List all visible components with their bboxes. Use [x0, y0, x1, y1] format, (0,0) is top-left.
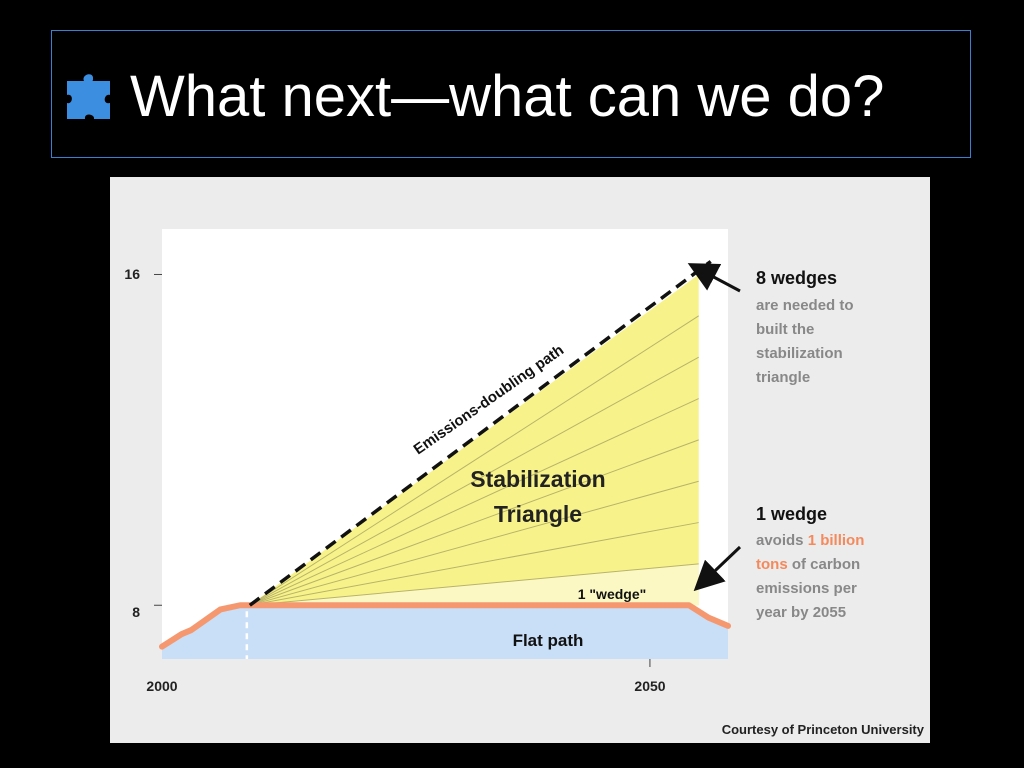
x-tick-2050: 2050	[634, 678, 665, 694]
wedge-label: 1 "wedge"	[578, 586, 647, 602]
wedge-divider-line	[249, 398, 699, 606]
flat-path-label: Flat path	[513, 631, 584, 650]
y-tick-8: 8	[132, 604, 140, 620]
flat-path-line	[159, 602, 731, 650]
annotation-8-wedges-line: built the	[756, 321, 814, 338]
flat-path-area	[162, 605, 728, 659]
annotation-1-wedge-line: emissions per	[756, 580, 857, 597]
annotation-8-wedges-heading: 8 wedges	[756, 268, 837, 288]
annotation-suffix: of carbon	[788, 556, 861, 573]
triangle-label-line2: Triangle	[494, 501, 582, 527]
chart-svg: 16 8 2000 2050 Emissions-doubling path S…	[124, 229, 864, 694]
annotation-8-wedges-line: stabilization	[756, 345, 843, 362]
annotation-1-wedge-line: year by 2055	[756, 604, 846, 621]
annotation-8-wedges-line: are needed to	[756, 297, 854, 314]
arrow-8-wedges	[687, 263, 741, 293]
triangle-label-line1: Stabilization	[470, 466, 605, 492]
stabilization-wedges-figure: 16 8 2000 2050 Emissions-doubling path S…	[110, 177, 930, 743]
emissions-doubling-line	[248, 260, 712, 607]
title-box: What next—what can we do?	[51, 30, 971, 158]
arrow-1-wedge	[693, 545, 742, 592]
wedge-divider-line	[249, 315, 699, 606]
annotation-prefix: avoids	[756, 532, 808, 549]
annotation-highlight-amount: 1 billion	[808, 532, 865, 549]
annotation-highlight-unit: tons	[756, 556, 788, 573]
wedge-divider-line	[249, 563, 699, 606]
annotation-1-wedge-line2: tons of carbon	[756, 556, 860, 573]
wedge-divider-line	[249, 356, 699, 606]
annotation-1-wedge-line1: avoids 1 billion	[756, 532, 864, 549]
x-tick-2000: 2000	[146, 678, 177, 694]
wedge-divider-line	[249, 439, 699, 606]
puzzle-piece-icon	[67, 74, 110, 119]
slide-title: What next—what can we do?	[130, 64, 885, 129]
credit-text: Courtesy of Princeton University	[721, 722, 924, 737]
wedge-divider-line	[249, 522, 699, 606]
stabilization-triangle	[249, 274, 699, 606]
wedge-area	[249, 563, 699, 606]
wedge-divider-line	[249, 480, 699, 606]
annotation-8-wedges-line: triangle	[756, 369, 810, 386]
y-tick-16: 16	[124, 266, 140, 282]
annotation-1-wedge-heading: 1 wedge	[756, 504, 827, 524]
